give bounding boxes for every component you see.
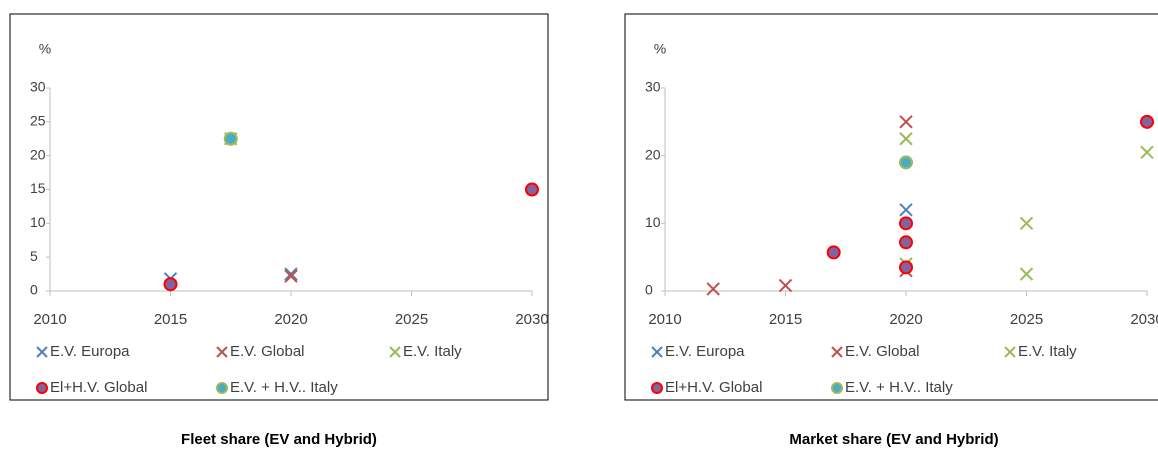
x-tick-label: 2030 xyxy=(515,311,548,328)
point xyxy=(899,203,913,217)
x-tick-label: 2015 xyxy=(154,311,187,328)
chart-frame xyxy=(9,13,549,401)
point xyxy=(223,131,238,146)
x-tick-label: 2010 xyxy=(33,311,66,328)
x-tick-label: 2015 xyxy=(769,311,802,328)
y-tick-label: 20 xyxy=(645,146,661,162)
y-axis-label: % xyxy=(654,41,666,57)
point-dot xyxy=(826,245,841,260)
point xyxy=(163,277,178,292)
legend-marker xyxy=(36,382,48,394)
point-dot xyxy=(525,182,539,197)
x-tick-label: 2020 xyxy=(274,311,307,328)
point xyxy=(899,216,913,231)
point xyxy=(284,267,298,281)
point xyxy=(1140,114,1154,129)
point-dot xyxy=(899,155,913,170)
y-tick-label: 10 xyxy=(645,214,661,230)
legend-marker-dot xyxy=(831,382,843,394)
legend-marker-dot xyxy=(216,382,228,394)
legend-label: El+H.V. Global xyxy=(665,379,762,396)
legend-label: E.V. Europa xyxy=(50,343,130,360)
legend-marker xyxy=(651,346,663,358)
legend-marker xyxy=(651,382,663,394)
x-tick-label: 2020 xyxy=(889,311,922,328)
point-dot xyxy=(899,260,913,275)
x-tick-label: 2025 xyxy=(1010,311,1043,328)
legend-marker-stroke xyxy=(831,346,843,358)
legend-marker-stroke xyxy=(651,346,663,358)
chart-title: Fleet share (EV and Hybrid) xyxy=(181,431,377,448)
legend-label: E.V. + H.V.. Italy xyxy=(230,379,338,396)
legend-marker xyxy=(1004,346,1016,358)
y-tick-label: 25 xyxy=(30,113,46,129)
point xyxy=(826,245,841,260)
point xyxy=(1140,145,1154,159)
y-tick-label: 30 xyxy=(645,79,661,95)
point xyxy=(525,182,539,197)
y-tick-label: 30 xyxy=(30,79,46,95)
legend-label: E.V. Italy xyxy=(1018,343,1077,360)
legend-marker-stroke xyxy=(36,346,48,358)
point xyxy=(1019,267,1034,281)
point-dot xyxy=(163,277,178,292)
legend-label: El+H.V. Global xyxy=(50,379,147,396)
y-tick-label: 10 xyxy=(30,214,46,230)
legend-marker-dot xyxy=(651,382,663,394)
legend-label: E.V. Italy xyxy=(403,343,462,360)
point xyxy=(899,115,913,129)
y-tick-label: 20 xyxy=(30,146,46,162)
chart-title: Market share (EV and Hybrid) xyxy=(789,431,998,448)
point xyxy=(778,278,793,293)
legend-marker xyxy=(831,382,843,394)
y-tick-label: 15 xyxy=(30,180,46,196)
legend-marker-stroke xyxy=(216,346,228,358)
point-stroke xyxy=(1019,267,1034,281)
point-stroke xyxy=(899,203,913,217)
point xyxy=(899,132,913,146)
point-stroke xyxy=(778,278,793,293)
legend-marker xyxy=(389,346,401,358)
y-tick-label: 0 xyxy=(30,282,38,298)
point xyxy=(899,260,913,275)
point-stroke xyxy=(284,269,298,283)
y-tick-label: 5 xyxy=(30,248,38,264)
point-stroke xyxy=(706,282,720,296)
point-stroke xyxy=(899,115,913,129)
point-stroke xyxy=(899,132,913,146)
point-stroke xyxy=(1140,145,1154,159)
point xyxy=(899,155,913,170)
legend-label: E.V. Global xyxy=(845,343,920,360)
legend-marker-stroke xyxy=(389,346,401,358)
legend-marker-dot xyxy=(36,382,48,394)
point-dot xyxy=(223,131,238,146)
x-tick-label: 2010 xyxy=(648,311,681,328)
legend-marker xyxy=(831,346,843,358)
x-tick-label: 2030 xyxy=(1130,311,1158,328)
legend-marker xyxy=(216,382,228,394)
legend-marker-stroke xyxy=(1004,346,1016,358)
point xyxy=(899,235,913,250)
point-dot xyxy=(1140,114,1154,129)
point-dot xyxy=(899,216,913,231)
point xyxy=(284,269,298,283)
point xyxy=(1019,216,1034,231)
legend-label: E.V. Europa xyxy=(665,343,745,360)
y-tick-label: 0 xyxy=(645,282,653,298)
x-tick-label: 2025 xyxy=(395,311,428,328)
legend-label: E.V. + H.V.. Italy xyxy=(845,379,953,396)
legend-marker xyxy=(216,346,228,358)
point-stroke xyxy=(1019,216,1034,231)
legend-marker xyxy=(36,346,48,358)
y-axis-label: % xyxy=(39,41,51,57)
point xyxy=(706,282,720,296)
legend-label: E.V. Global xyxy=(230,343,305,360)
chart-frame xyxy=(624,13,1158,401)
point-stroke xyxy=(284,267,298,281)
point-dot xyxy=(899,235,913,250)
